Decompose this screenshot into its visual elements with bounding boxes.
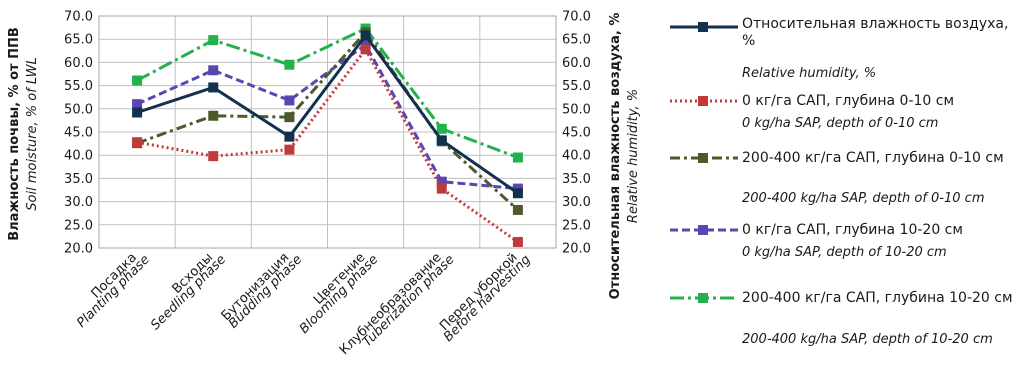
y-tick-label-left: 50.0 — [64, 102, 93, 117]
x-tick-label-en: Budding phase — [226, 252, 305, 331]
y-axis-left-label-ru: Влажность почвы, % от ППВ — [7, 27, 22, 241]
data-point — [284, 59, 295, 70]
y-tick-label-left: 55.0 — [64, 79, 93, 94]
series-group — [132, 23, 523, 247]
legend-label-en: 0 kg/ha SAP, depth of 0-10 cm — [742, 116, 939, 131]
data-point — [208, 110, 219, 121]
x-tick-label-ru: Бутонизация — [219, 250, 293, 324]
legend-label-ru: 0 кг/га САП, глубина 0-10 см — [742, 93, 955, 109]
y-tick-label-left: 40.0 — [64, 149, 93, 164]
y-tick-label-right: 65.0 — [562, 33, 591, 48]
y-tick-label-left: 35.0 — [64, 172, 93, 187]
data-point — [284, 95, 295, 106]
y-tick-label-right: 40.0 — [562, 149, 591, 164]
y-axis-right-ticks: 20.0 25.0 30.0 35.0 40.0 45.0 50.0 55.0 60.0 65.0… — [562, 10, 591, 257]
y-tick-label-right: 20.0 — [562, 242, 591, 257]
legend-swatch-0sap-10-20 — [670, 225, 738, 235]
data-point — [208, 35, 219, 46]
series-line — [136, 30, 519, 212]
y-tick-label-right: 70.0 — [562, 10, 591, 25]
y-tick-label-right: 35.0 — [562, 172, 591, 187]
series-line — [136, 47, 519, 244]
data-point — [132, 99, 143, 110]
plot-border — [98, 15, 557, 249]
y-axis-right-label-en: Relative humidity, % — [626, 89, 641, 223]
y-tick-label-right: 30.0 — [562, 195, 591, 210]
y-tick-label-right: 55.0 — [562, 79, 591, 94]
y-tick-label-left: 20.0 — [64, 242, 93, 257]
data-point — [360, 30, 371, 41]
data-point — [132, 137, 143, 148]
legend-label-en: Relative humidity, % — [742, 66, 877, 81]
y-axis-left-ticks: 20.0 25.0 30.0 35.0 40.0 45.0 50.0 55.0 60.0 65.0… — [64, 10, 93, 257]
legend-label-ru: 200-400 кг/га САП, глубина 10-20 см — [742, 290, 1013, 306]
data-point — [284, 131, 295, 142]
y-tick-label-left: 45.0 — [64, 126, 93, 141]
data-point — [512, 204, 523, 215]
data-point — [436, 135, 447, 146]
data-point — [436, 183, 447, 194]
gridlines — [98, 15, 557, 249]
x-tick-label-en: Seedling phase — [148, 252, 229, 333]
legend-label-ru: Относительная влажность воздуха, % — [742, 16, 1009, 49]
series-line — [136, 33, 519, 195]
plot-frame — [98, 15, 557, 249]
data-point — [132, 107, 143, 118]
data-point — [208, 151, 219, 162]
legend-label-en: 200-400 kg/ha SAP, depth of 10-20 cm — [742, 332, 993, 347]
legend-label-en: 200-400 kg/ha SAP, depth of 0-10 cm — [742, 191, 985, 206]
y-tick-label-right: 45.0 — [562, 126, 591, 141]
y-tick-label-right: 60.0 — [562, 56, 591, 71]
data-point — [284, 144, 295, 155]
series-1 — [132, 44, 523, 247]
data-point — [284, 112, 295, 123]
legend-label-ru: 0 кг/га САП, глубина 10-20 см — [742, 222, 963, 238]
y-tick-label-left: 60.0 — [64, 56, 93, 71]
y-axis-left-label-en: Soil moisture, % of LWL — [25, 57, 40, 210]
x-tick-label-en: Before harvesting — [441, 252, 534, 345]
x-tick-label-en: Planting phase — [74, 252, 153, 331]
legend-label-en: 0 kg/ha SAP, depth of 10-20 cm — [742, 245, 947, 260]
data-point — [436, 123, 447, 134]
legend-swatch-200-400sap-10-20 — [670, 293, 738, 303]
series-0 — [132, 30, 523, 199]
data-point — [208, 65, 219, 76]
data-point — [208, 82, 219, 93]
data-point — [512, 236, 523, 247]
legend-swatch-0sap-0-10 — [670, 96, 738, 106]
data-point — [132, 75, 143, 86]
y-tick-label-left: 25.0 — [64, 218, 93, 233]
series-line — [136, 27, 519, 159]
y-tick-label-left: 70.0 — [64, 10, 93, 25]
y-tick-label-right: 25.0 — [562, 218, 591, 233]
legend-swatch-humidity — [670, 22, 738, 32]
data-point — [436, 176, 447, 187]
y-tick-label-left: 65.0 — [64, 33, 93, 48]
data-point — [512, 152, 523, 163]
legend-label-ru: 200-400 кг/га САП, глубина 0-10 см — [742, 150, 1004, 166]
data-point — [360, 44, 371, 55]
legend-swatch-200-400sap-0-10 — [670, 153, 738, 163]
data-point — [512, 188, 523, 199]
y-tick-label-left: 30.0 — [64, 195, 93, 210]
y-tick-label-right: 50.0 — [562, 102, 591, 117]
y-axis-right-label-ru: Относительная влажность воздуха, % — [608, 13, 623, 300]
